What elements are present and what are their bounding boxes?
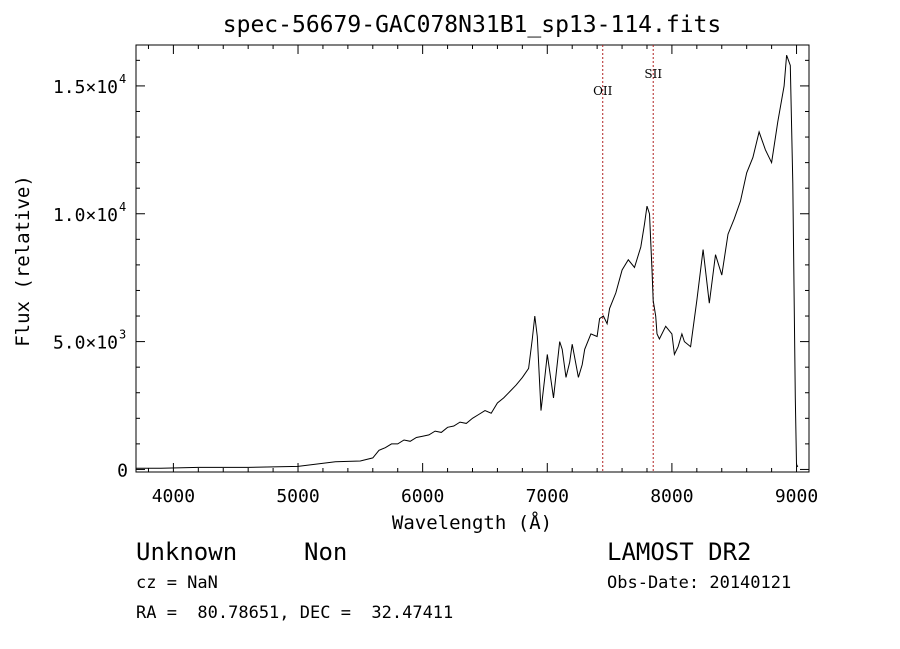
x-tick-label: 9000: [775, 486, 818, 507]
x-tick-label: 8000: [650, 486, 693, 507]
x-tick-label: 6000: [401, 486, 444, 507]
x-tick-label: 4000: [152, 486, 195, 507]
class-label: Unknown: [136, 538, 238, 566]
obs-date-label: Obs-Date: 20140121: [607, 573, 792, 593]
x-tick-label: 5000: [276, 486, 319, 507]
y-tick-exponent: 3: [119, 328, 126, 342]
subclass-label: Non: [304, 538, 348, 566]
cz-label: cz = NaN: [136, 573, 218, 593]
x-axis-label: Wavelength (Å): [392, 511, 552, 534]
coords-label: RA = 80.78651, DEC = 32.47411: [136, 603, 454, 623]
x-tick-label: 7000: [526, 486, 569, 507]
plot-frame: [135, 44, 810, 473]
line-marker-label: OII: [593, 84, 613, 98]
y-tick-label: 0: [117, 460, 128, 481]
y-tick-label: 5.0×10: [53, 333, 118, 354]
y-axis-label: Flux (relative): [12, 175, 34, 347]
chart-title: spec-56679-GAC078N31B1_sp13-114.fits: [223, 12, 722, 38]
y-tick-label: 1.5×10: [53, 77, 118, 98]
line-marker-label: SII: [644, 67, 662, 81]
y-tick-label: 1.0×10: [53, 205, 118, 226]
y-tick-exponent: 4: [119, 200, 126, 214]
spectrum-series-line: [136, 55, 799, 469]
survey-label: LAMOST DR2: [607, 538, 752, 566]
y-tick-exponent: 4: [119, 72, 126, 86]
